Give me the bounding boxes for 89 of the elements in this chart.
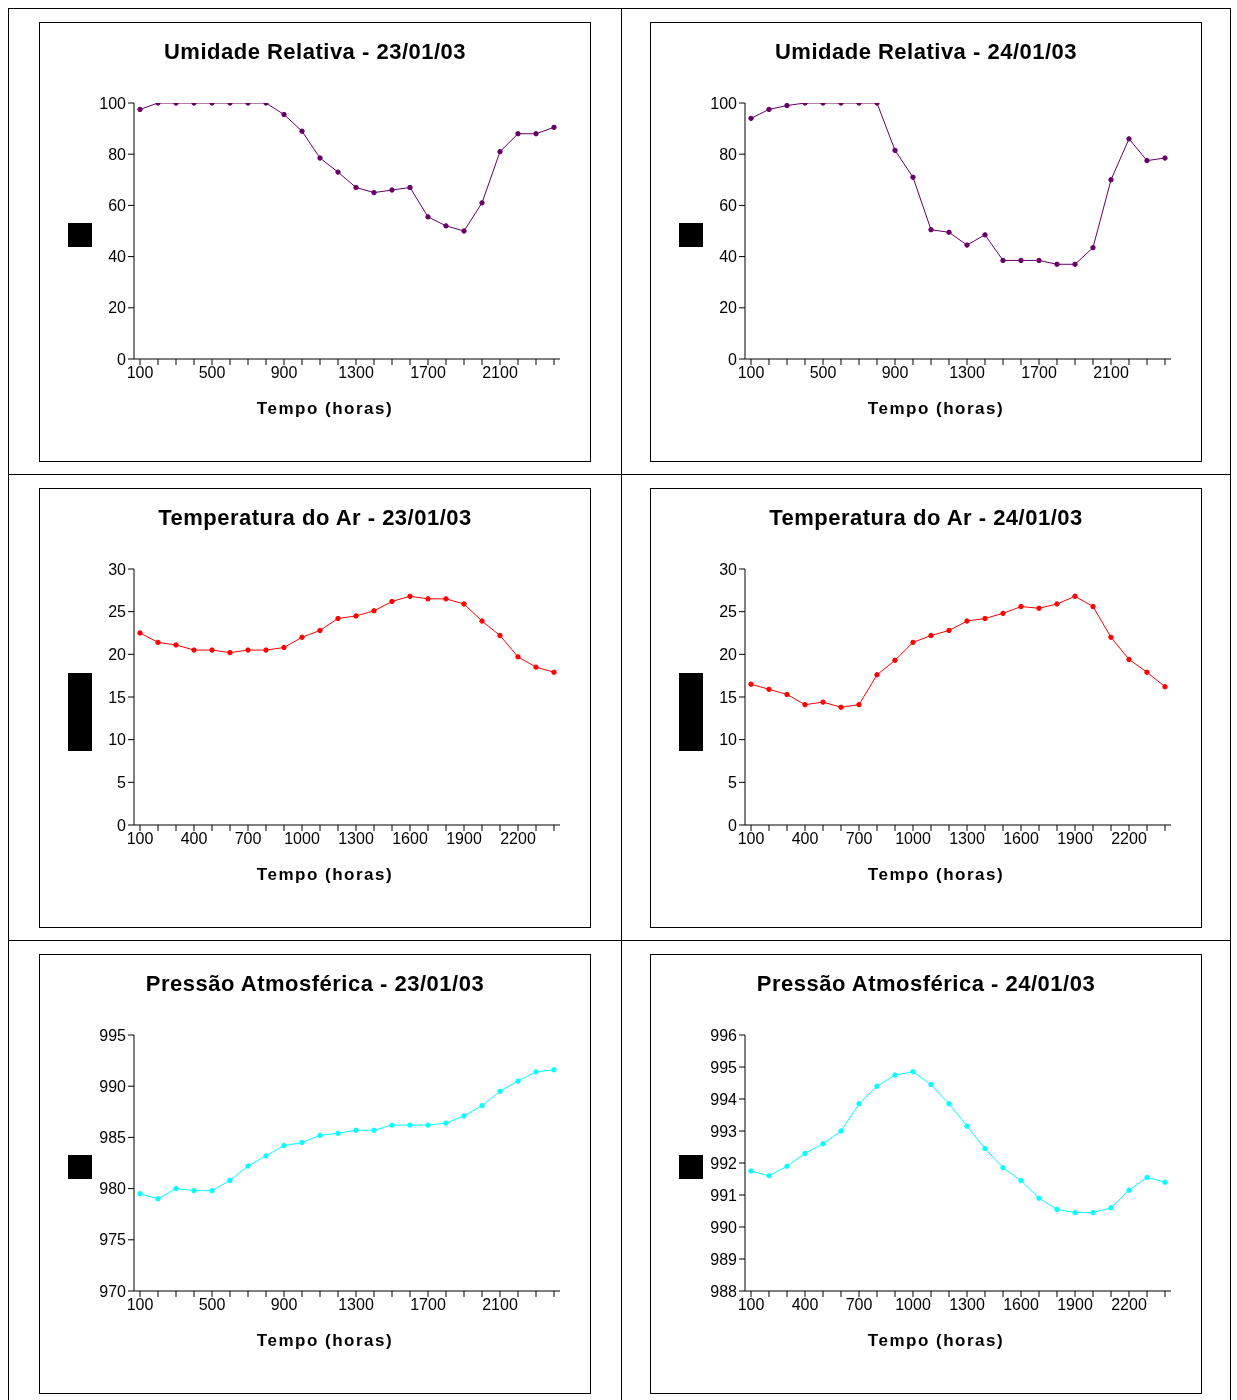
x-tick-label: 700 (845, 1295, 873, 1313)
y-tick-label: 995 (99, 1026, 127, 1044)
x-axis-title: Tempo (horas) (866, 398, 1006, 419)
y-tick-label: 990 (99, 1077, 127, 1095)
x-axis-title: Tempo (horas) (255, 398, 395, 419)
y-tick-label: 20 (719, 298, 738, 316)
chart-title: Pressão Atmosférica - 23/01/03 (144, 969, 486, 998)
y-tick-label: 5 (728, 773, 738, 791)
x-axis-title: Tempo (horas) (866, 1330, 1006, 1351)
y-tick-label: 40 (719, 247, 738, 265)
x-tick-label: 500 (198, 363, 226, 381)
x-tick-label: 1900 (1057, 1295, 1093, 1313)
x-tick-label: 1700 (1021, 363, 1057, 381)
x-tick-label: 700 (845, 829, 873, 847)
y-tick-label: 994 (710, 1090, 738, 1108)
y-tick-label: 996 (710, 1026, 738, 1044)
x-tick-label: 1300 (949, 363, 985, 381)
y-tick-label: 10 (108, 730, 127, 748)
y-tick-label: 80 (719, 145, 738, 163)
x-tick-label: 1600 (1003, 829, 1039, 847)
y-tick-label: 25 (108, 602, 127, 620)
x-axis-title: Tempo (horas) (255, 1330, 395, 1351)
x-tick-label: 500 (198, 1295, 226, 1313)
y-tick-label: 60 (719, 196, 738, 214)
x-tick-label: 2200 (1111, 1295, 1147, 1313)
x-tick-label: 1300 (338, 829, 374, 847)
x-tick-label: 1300 (338, 1295, 374, 1313)
y-tick-label: 20 (108, 645, 127, 663)
x-tick-label: 400 (791, 1295, 819, 1313)
chart-title: Temperatura do Ar - 23/01/03 (157, 503, 473, 532)
y-tick-label: 40 (108, 247, 127, 265)
x-tick-label: 1900 (446, 829, 482, 847)
y-tick-label: 30 (719, 560, 738, 578)
y-tick-label: 0 (728, 350, 738, 368)
x-axis-title: Tempo (horas) (866, 864, 1006, 885)
y-tick-label: 970 (99, 1282, 127, 1300)
y-tick-label: 15 (719, 688, 738, 706)
y-tick-label: 5 (117, 773, 127, 791)
y-tick-label: 0 (728, 816, 738, 834)
x-tick-label: 1000 (895, 829, 931, 847)
x-tick-label: 1900 (1057, 829, 1093, 847)
y-tick-label: 989 (710, 1250, 738, 1268)
x-tick-label: 1000 (284, 829, 320, 847)
x-tick-label: 500 (809, 363, 837, 381)
y-tick-label: 100 (99, 94, 127, 112)
y-tick-label: 992 (710, 1154, 738, 1172)
chart-title: Umidade Relativa - 24/01/03 (773, 37, 1079, 66)
x-tick-label: 900 (270, 363, 298, 381)
chart-title: Temperatura do Ar - 24/01/03 (768, 503, 1084, 532)
x-tick-label: 2100 (482, 1295, 518, 1313)
x-tick-label: 400 (791, 829, 819, 847)
y-tick-label: 20 (719, 645, 738, 663)
x-tick-label: 1300 (949, 1295, 985, 1313)
x-tick-label: 700 (234, 829, 262, 847)
x-tick-label: 2200 (500, 829, 536, 847)
x-tick-label: 1700 (410, 1295, 446, 1313)
chart-title: Umidade Relativa - 23/01/03 (162, 37, 468, 66)
y-tick-label: 30 (108, 560, 127, 578)
x-tick-label: 1600 (1003, 1295, 1039, 1313)
y-tick-label: 20 (108, 298, 127, 316)
y-tick-label: 995 (710, 1058, 738, 1076)
y-tick-label: 10 (719, 730, 738, 748)
y-tick-label: 0 (117, 816, 127, 834)
y-tick-label: 985 (99, 1128, 127, 1146)
x-tick-label: 1000 (895, 1295, 931, 1313)
x-axis-title: Tempo (horas) (255, 864, 395, 885)
y-tick-label: 25 (719, 602, 738, 620)
y-tick-label: 988 (710, 1282, 738, 1300)
x-tick-label: 1300 (949, 829, 985, 847)
x-tick-label: 2200 (1111, 829, 1147, 847)
y-tick-label: 0 (117, 350, 127, 368)
chart-title: Pressão Atmosférica - 24/01/03 (755, 969, 1097, 998)
y-tick-label: 60 (108, 196, 127, 214)
x-tick-label: 2100 (482, 363, 518, 381)
y-tick-label: 15 (108, 688, 127, 706)
x-tick-label: 900 (270, 1295, 298, 1313)
x-tick-label: 1700 (410, 363, 446, 381)
x-tick-label: 1300 (338, 363, 374, 381)
x-tick-label: 400 (180, 829, 208, 847)
y-tick-label: 980 (99, 1179, 127, 1197)
y-tick-label: 100 (710, 94, 738, 112)
y-tick-label: 80 (108, 145, 127, 163)
x-tick-label: 900 (881, 363, 909, 381)
y-tick-label: 990 (710, 1218, 738, 1236)
y-tick-label: 991 (710, 1186, 738, 1204)
y-tick-label: 975 (99, 1230, 127, 1248)
x-tick-label: 2100 (1093, 363, 1129, 381)
y-tick-label: 993 (710, 1122, 738, 1140)
x-tick-label: 1600 (392, 829, 428, 847)
